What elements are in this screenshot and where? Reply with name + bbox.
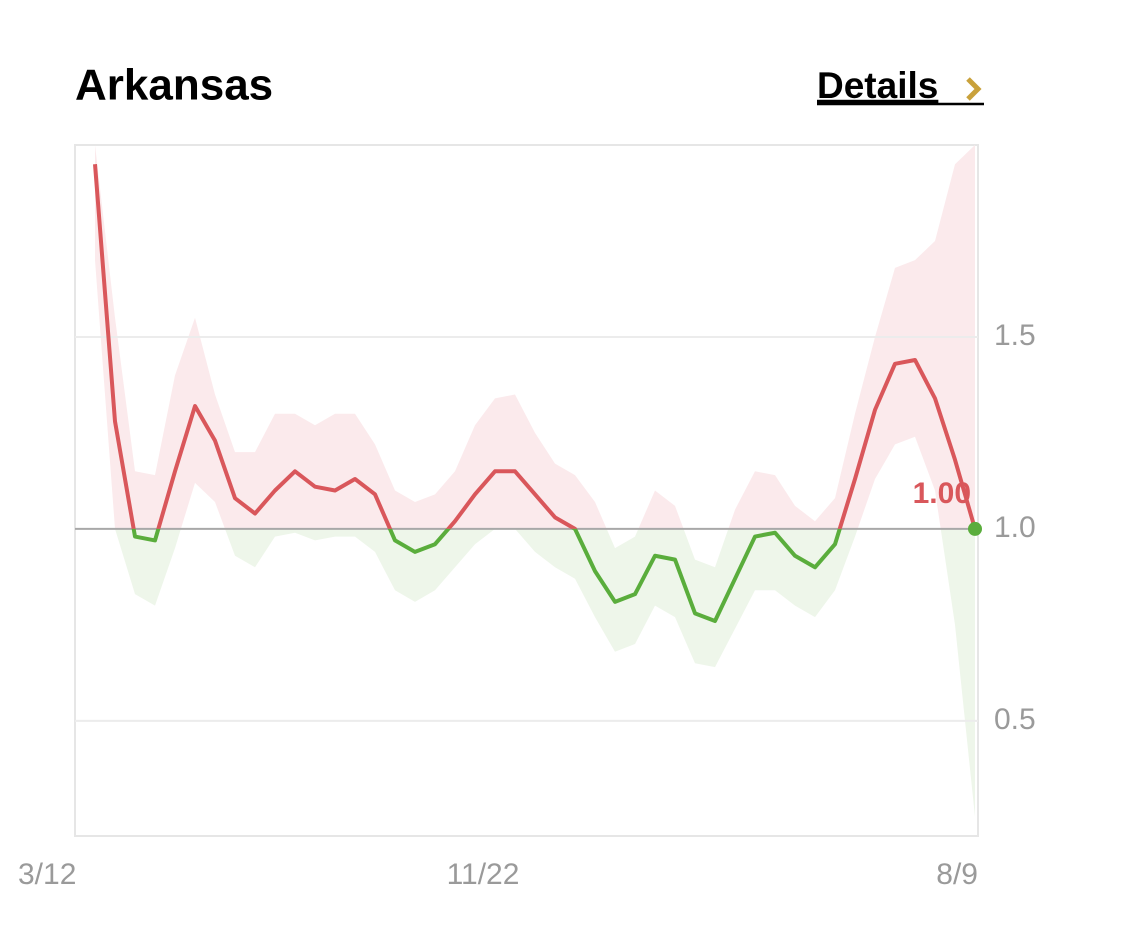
details-link[interactable]: Details: [817, 65, 984, 106]
rt-line: [93, 164, 977, 529]
last-point: [968, 521, 982, 536]
y-tick-label: 0.5: [994, 703, 1036, 736]
details-text[interactable]: Details: [817, 65, 938, 106]
chart-title: Arkansas: [75, 61, 273, 110]
confidence-band: [95, 145, 975, 529]
value-label: 1.00: [913, 477, 971, 510]
x-tick-label: 11/22: [447, 858, 520, 891]
y-tick-label: 1.5: [994, 319, 1036, 352]
x-tick-label: 3/12: [18, 858, 76, 891]
x-tick-label: 8/9: [936, 858, 978, 891]
rt-line: [131, 528, 976, 624]
plot-frame: [74, 144, 979, 837]
chevron-icon[interactable]: [966, 77, 982, 101]
grid: [75, 335, 978, 722]
y-tick-label: 1.0: [994, 511, 1036, 544]
